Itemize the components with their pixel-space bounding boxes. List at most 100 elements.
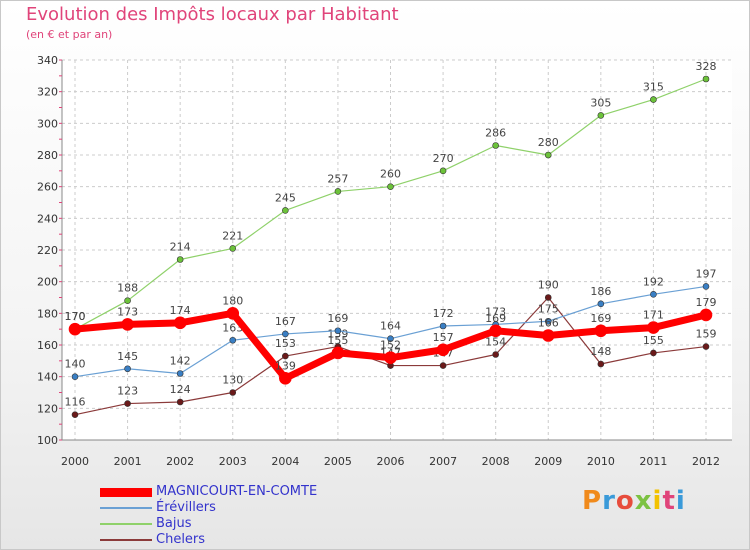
legend-swatch: [100, 507, 152, 509]
data-point: [544, 317, 552, 325]
data-point: [173, 316, 187, 330]
data-point: [650, 349, 657, 357]
y-tick-label: 140: [37, 371, 58, 384]
x-tick-label: 2006: [377, 455, 405, 468]
legend-item: Chelers: [100, 532, 400, 548]
data-point: [384, 351, 397, 364]
data-point: [492, 142, 499, 149]
legend-item: MAGNICOURT-EN-COMTE: [100, 484, 400, 500]
data-label: 328: [696, 60, 717, 73]
data-label: 286: [485, 127, 506, 140]
data-point: [279, 371, 292, 385]
data-label: 190: [538, 279, 559, 292]
data-label: 139: [275, 359, 296, 372]
legend-label: MAGNICOURT-EN-COMTE: [156, 484, 318, 499]
data-point: [334, 188, 342, 195]
data-label: 174: [170, 304, 191, 317]
data-label: 155: [327, 334, 348, 347]
data-label: 257: [327, 172, 348, 185]
data-point: [334, 327, 342, 335]
plot-area: [62, 60, 732, 440]
data-label: 175: [538, 302, 559, 315]
data-label: 270: [433, 152, 454, 165]
y-tick-label: 300: [37, 117, 58, 130]
x-tick-label: 2011: [639, 455, 667, 468]
chart-title: Evolution des Impôts locaux par Habitant: [26, 4, 399, 25]
data-label: 186: [590, 285, 611, 298]
data-point: [229, 245, 237, 252]
y-tick-label: 240: [37, 212, 58, 225]
data-point: [702, 283, 710, 290]
data-label: 260: [380, 168, 401, 181]
data-point: [387, 183, 394, 190]
x-tick-label: 2002: [166, 455, 194, 468]
data-point: [597, 112, 605, 119]
x-tick-label: 2003: [219, 455, 247, 468]
data-point: [439, 322, 447, 330]
data-point: [282, 330, 289, 338]
data-point: [124, 297, 131, 304]
data-label: 155: [643, 334, 664, 347]
data-point: [282, 352, 289, 360]
data-point: [176, 370, 184, 377]
x-tick-label: 2012: [692, 455, 720, 468]
y-tick-label: 280: [37, 149, 58, 162]
data-point: [282, 207, 289, 214]
data-point: [331, 346, 345, 360]
y-tick-label: 100: [37, 434, 58, 447]
x-tick-label: 2007: [429, 455, 457, 468]
y-tick-label: 220: [37, 244, 58, 257]
data-point: [226, 307, 240, 320]
data-label: 148: [590, 345, 611, 358]
y-tick-label: 180: [37, 307, 58, 320]
data-point: [597, 300, 605, 308]
data-label: 169: [327, 312, 348, 325]
data-label: 116: [65, 396, 86, 409]
data-point: [436, 343, 450, 357]
legend-item: Érévillers: [100, 500, 400, 516]
y-tick-label: 160: [37, 339, 58, 352]
data-label: 180: [222, 294, 243, 307]
data-label: 192: [643, 275, 664, 288]
data-label: 124: [170, 383, 191, 396]
y-tick-label: 320: [37, 86, 58, 99]
data-label: 197: [696, 267, 717, 280]
data-point: [544, 294, 552, 301]
data-label: 170: [65, 310, 86, 323]
data-label: 142: [170, 355, 191, 368]
data-point: [124, 400, 131, 407]
data-label: 130: [222, 374, 243, 387]
legend-swatch: [100, 539, 152, 541]
data-label: 173: [485, 305, 506, 318]
data-label: 315: [643, 81, 664, 94]
data-label: 188: [117, 282, 138, 295]
x-tick-label: 2008: [482, 455, 510, 468]
data-label: 167: [275, 315, 296, 328]
legend-label: Chelers: [156, 532, 206, 547]
chart-subtitle: (en € et par an): [26, 28, 113, 41]
data-point: [121, 318, 134, 331]
data-point: [176, 398, 184, 406]
data-label: 173: [117, 305, 138, 318]
data-label: 280: [538, 136, 559, 149]
data-point: [229, 336, 237, 344]
data-label: 214: [170, 241, 191, 254]
x-tick-label: 2010: [587, 455, 615, 468]
legend-label: Bajus: [156, 516, 192, 531]
data-point: [699, 308, 713, 322]
data-point: [489, 324, 502, 338]
data-point: [68, 322, 82, 336]
data-label: 171: [643, 309, 664, 322]
data-label: 221: [222, 229, 243, 242]
x-tick-label: 2004: [271, 455, 299, 468]
legend-label: Érévillers: [156, 500, 216, 515]
data-point: [594, 324, 608, 338]
data-point: [541, 329, 555, 342]
y-tick-label: 340: [37, 54, 58, 67]
x-tick-label: 2005: [324, 455, 352, 468]
data-point: [492, 351, 499, 358]
data-label: 159: [696, 328, 717, 341]
data-label: 179: [696, 296, 717, 309]
data-label: 154: [485, 336, 506, 349]
